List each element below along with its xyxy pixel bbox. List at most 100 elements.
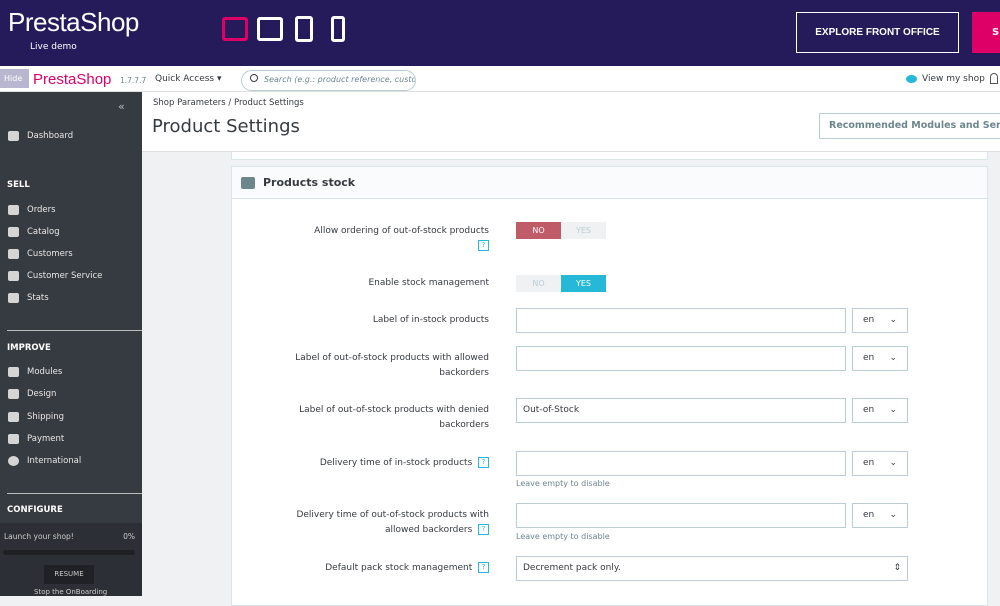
user-icon	[8, 249, 19, 259]
search-input[interactable]: Search (e.g.: product reference, custome	[241, 70, 416, 91]
quick-access-dropdown[interactable]: Quick Access ▾	[155, 74, 222, 84]
tablet-landscape-icon[interactable]	[257, 17, 283, 41]
mobile-icon[interactable]	[331, 16, 345, 42]
stock-management-switch[interactable]: NO YES	[516, 275, 606, 292]
section-improve: IMPROVE	[7, 343, 51, 353]
resume-button[interactable]: RESUME	[44, 565, 94, 584]
recommended-modules-button[interactable]: Recommended Modules and Services	[819, 113, 1000, 139]
basket-icon	[8, 205, 19, 215]
breadcrumb-parent[interactable]: Shop Parameters	[153, 98, 226, 108]
desktop-icon[interactable]	[222, 17, 248, 41]
box-icon	[241, 176, 255, 189]
progress-value: 0%	[123, 532, 135, 541]
oos-allowed-label-input[interactable]	[516, 346, 846, 371]
trend-icon	[8, 131, 19, 141]
label-pack-stock: Default pack stock management ?	[289, 561, 489, 576]
monitor-icon	[8, 389, 19, 399]
progress-bar	[3, 550, 135, 555]
in-stock-label-input[interactable]	[516, 308, 846, 333]
onboarding-panel: Launch your shop! 0% RESUME Stop the OnB…	[0, 523, 142, 596]
label: Dashboard	[27, 131, 74, 141]
hint-text: Leave empty to disable	[516, 479, 610, 488]
label: Orders	[27, 205, 56, 215]
version: 1.7.7.7	[120, 76, 147, 85]
hide-label: Hide	[4, 74, 23, 83]
sidebar-item-stats[interactable]: Stats	[8, 293, 49, 303]
previous-card	[231, 152, 988, 160]
lang-select[interactable]: en ⌄	[852, 398, 908, 423]
collapse-icon[interactable]: «	[118, 100, 125, 113]
puzzle-icon	[8, 367, 19, 377]
store-icon	[8, 227, 19, 237]
stop-onboarding-link[interactable]: Stop the OnBoarding	[34, 588, 108, 596]
hide-button[interactable]: Hide	[0, 69, 29, 88]
demo-topbar	[0, 0, 1000, 66]
help-icon[interactable]: ?	[478, 524, 489, 535]
divider	[7, 493, 142, 494]
divider	[7, 330, 142, 331]
breadcrumb-current: Product Settings	[234, 98, 304, 108]
products-stock-card: Products stock	[231, 166, 988, 606]
delivery-oos-input[interactable]	[516, 503, 846, 528]
card-title: Products stock	[263, 176, 356, 189]
tablet-portrait-icon[interactable]	[295, 16, 313, 42]
page-header	[142, 92, 1000, 152]
switch-yes[interactable]: YES	[561, 222, 606, 239]
breadcrumb: Shop Parameters / Product Settings	[153, 98, 304, 108]
switch-no[interactable]: NO	[516, 222, 561, 239]
help-icon[interactable]: ?	[478, 562, 489, 573]
sidebar-item-catalog[interactable]: Catalog	[8, 227, 60, 237]
section-configure: CONFIGURE	[7, 505, 63, 515]
chart-icon	[8, 293, 19, 303]
lang-select[interactable]: en ⌄	[852, 503, 908, 528]
live-demo-label: Live demo	[30, 42, 77, 52]
label: Customer Service	[27, 271, 103, 281]
pack-stock-select[interactable]: Decrement pack only. ⇕	[516, 556, 908, 581]
label: International	[27, 456, 82, 466]
help-icon[interactable]: ?	[478, 240, 489, 251]
sidebar-item-shipping[interactable]: Shipping	[8, 412, 64, 422]
oos-denied-label-input[interactable]: Out-of-Stock	[516, 398, 846, 423]
truck-icon	[8, 412, 19, 422]
switch-no[interactable]: NO	[516, 275, 561, 292]
prestashop-logo: PrestaShop	[8, 7, 139, 37]
sidebar-item-payment[interactable]: Payment	[8, 434, 64, 444]
lang-select[interactable]: en ⌄	[852, 451, 908, 476]
explore-front-office-button[interactable]: EXPLORE FRONT OFFICE	[796, 12, 959, 53]
sidebar-item-design[interactable]: Design	[8, 389, 56, 399]
sidebar-item-modules[interactable]: Modules	[8, 367, 62, 377]
view-my-shop-link[interactable]: View my shop	[922, 74, 985, 84]
lang-select[interactable]: en ⌄	[852, 308, 908, 333]
label: Stats	[27, 293, 49, 303]
start-button[interactable]: S	[972, 12, 1000, 53]
admin-logo: PrestaShop	[33, 71, 112, 88]
switch-yes[interactable]: YES	[561, 275, 606, 292]
label: Catalog	[27, 227, 60, 237]
label-oos-allowed: Label of out-of-stock products with allo…	[295, 353, 489, 378]
sidebar: « Dashboard SELL Orders Catalog Customer…	[0, 92, 142, 596]
label: Payment	[27, 434, 65, 444]
label: Design	[27, 389, 57, 399]
card-icon	[8, 434, 19, 444]
sidebar-item-orders[interactable]: Orders	[8, 205, 56, 215]
sidebar-item-international[interactable]: International	[8, 456, 81, 466]
help-icon[interactable]: ?	[478, 457, 489, 468]
page-title: Product Settings	[152, 116, 300, 137]
sidebar-item-customers[interactable]: Customers	[8, 249, 73, 259]
label-in-stock: Label of in-stock products	[372, 315, 489, 325]
label-delivery-oos: Delivery time of out-of-stock products w…	[296, 510, 489, 535]
sidebar-item-dashboard[interactable]: Dashboard	[8, 131, 73, 141]
section-sell: SELL	[7, 180, 30, 190]
chat-icon	[8, 271, 19, 281]
bell-icon[interactable]	[990, 73, 998, 84]
sidebar-item-customer-service[interactable]: Customer Service	[8, 271, 102, 281]
label: Customers	[27, 249, 73, 259]
delivery-in-stock-input[interactable]	[516, 451, 846, 476]
label-oos-denied: Label of out-of-stock products with deni…	[299, 405, 489, 430]
label-delivery-in-stock: Delivery time of in-stock products ?	[289, 456, 489, 471]
lang-select[interactable]: en ⌄	[852, 346, 908, 371]
allow-ordering-switch[interactable]: NO YES	[516, 222, 606, 239]
select-arrows-icon: ⇕	[893, 563, 901, 573]
label-stock-management: Enable stock management	[368, 278, 489, 288]
eye-icon	[906, 75, 917, 83]
